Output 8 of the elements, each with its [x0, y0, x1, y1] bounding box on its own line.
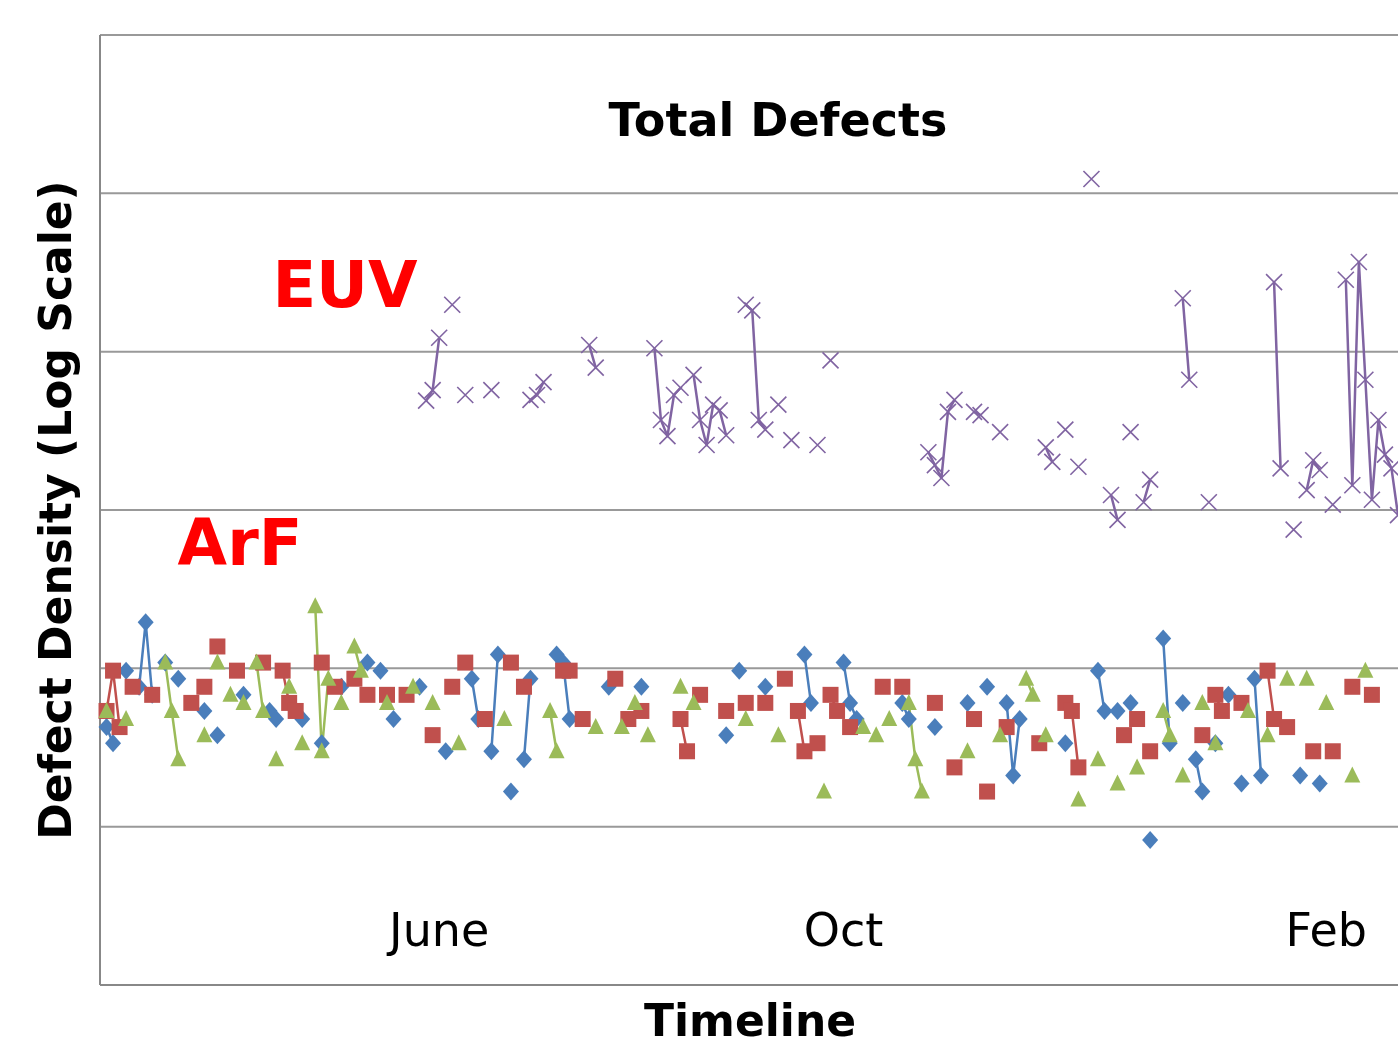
x-tick-label: Feb: [1285, 902, 1367, 957]
y-axis-title: Defect Density (Log Scale): [29, 180, 81, 840]
x-tick-label: June: [386, 902, 490, 957]
chart-title: Total Defects: [608, 93, 948, 147]
annotation: ArF: [177, 506, 303, 580]
x-axis-title: Timeline: [643, 994, 857, 1046]
x-tick-label: Oct: [803, 902, 884, 957]
annotation: EUV: [272, 248, 418, 322]
